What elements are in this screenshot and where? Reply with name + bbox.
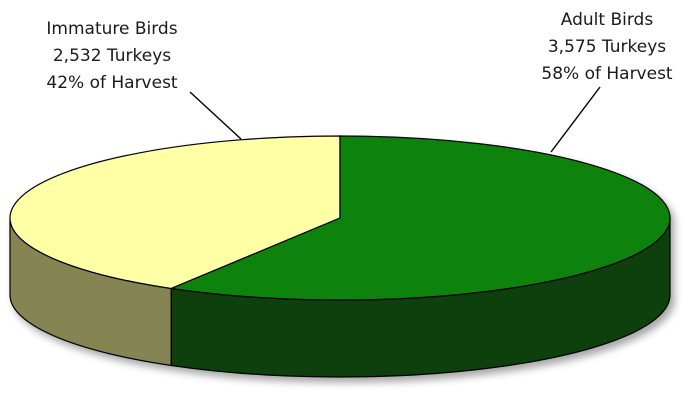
label-immature-percent: 42% of Harvest <box>46 73 178 93</box>
leader-immature <box>189 91 242 140</box>
pie-3d <box>9 135 671 378</box>
label-immature-name: Immature Birds <box>46 19 177 39</box>
label-immature-count: 2,532 Turkeys <box>53 46 171 66</box>
label-adult-percent: 58% of Harvest <box>541 64 673 84</box>
callouts <box>189 86 601 153</box>
slice-adult <box>169 135 671 301</box>
label-adult-count: 3,575 Turkeys <box>548 37 666 57</box>
slice-immature <box>9 135 341 290</box>
label-adult-name: Adult Birds <box>561 10 654 30</box>
leader-adult <box>550 86 601 153</box>
